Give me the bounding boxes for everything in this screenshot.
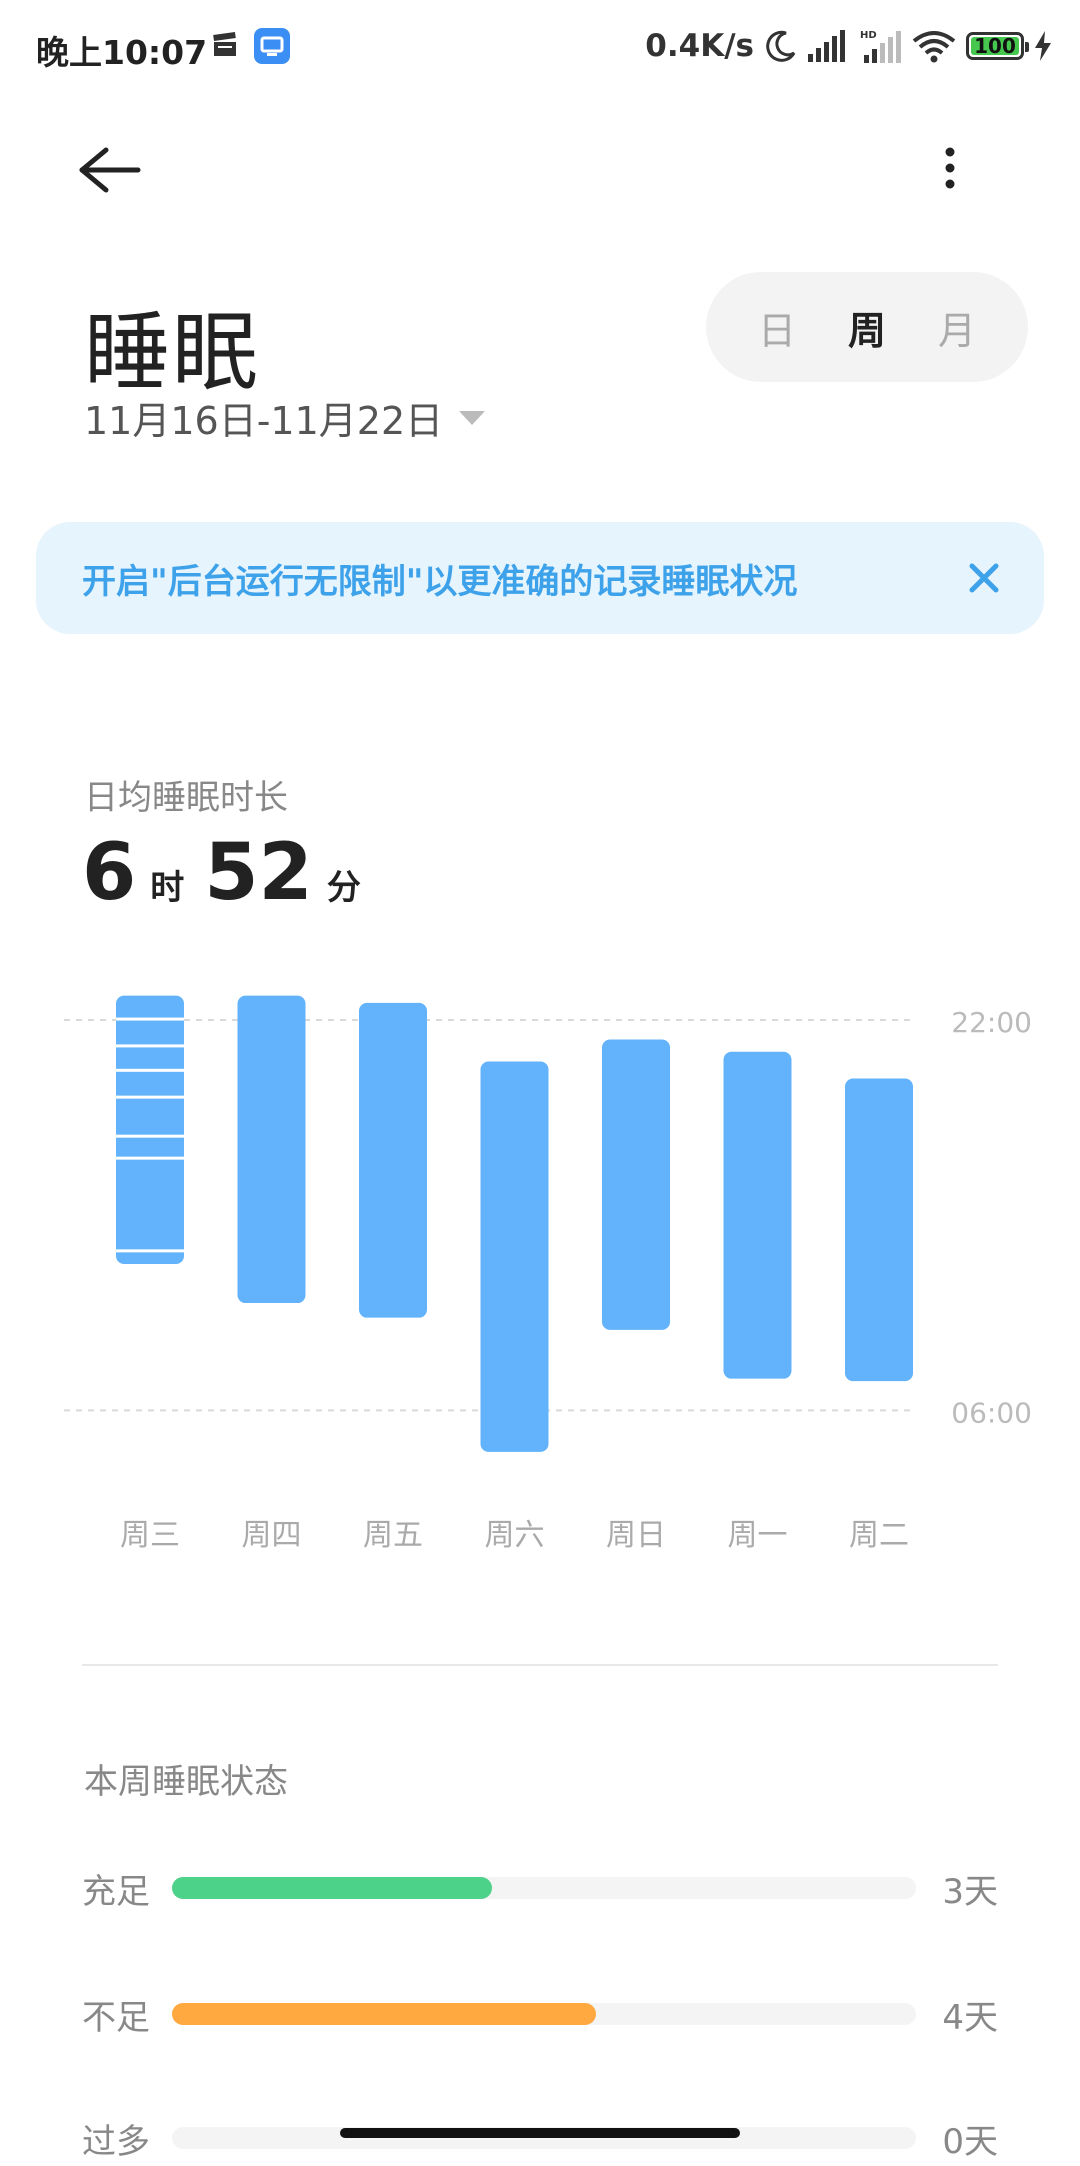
x-tick-label: 周六 [485, 1518, 545, 1553]
status-count: 4天 [942, 1997, 998, 2038]
sleep-bar[interactable] [116, 995, 184, 1264]
x-tick-label: 周五 [363, 1518, 423, 1553]
sleep-chart: 22:00 06:00 周三 周四 周五 周六 周日 周一 周二 [64, 995, 1032, 1553]
status-track [172, 2003, 916, 2025]
sleep-bar[interactable] [602, 1039, 670, 1330]
tab-day[interactable]: 日 [757, 308, 796, 353]
tab-month[interactable]: 月 [937, 308, 976, 353]
clapperboard-icon [213, 32, 236, 56]
moon-icon [766, 30, 796, 62]
home-indicator[interactable] [340, 2128, 740, 2138]
date-range-selector[interactable]: 11月16日-11月22日 [84, 390, 487, 445]
bar-segment-gap [116, 1134, 184, 1138]
status-label: 不足 [82, 1997, 150, 2038]
x-tick-label: 周四 [242, 1518, 302, 1553]
bar-segment-gap [116, 1068, 184, 1072]
sleep-bar[interactable] [237, 995, 306, 1304]
screen-cast-icon [254, 28, 290, 64]
divider [82, 1664, 998, 1666]
minutes-unit: 分 [326, 868, 361, 908]
bar-segment-gap [116, 1044, 184, 1048]
sleep-bar[interactable] [359, 1002, 427, 1318]
svg-text:HD: HD [860, 30, 877, 41]
average-minutes: 52 [204, 828, 313, 918]
hours-unit: 时 [150, 868, 185, 908]
status-track [172, 1877, 916, 1899]
back-button[interactable] [72, 140, 142, 200]
status-label: 充足 [82, 1871, 150, 1912]
page-title: 睡眠 [84, 303, 260, 403]
y-tick-label: 06:00 [951, 1396, 1032, 1429]
caret-down-icon [459, 410, 486, 425]
status-fill [172, 1877, 492, 1899]
date-range-label: 11月16日-11月22日 [84, 399, 444, 443]
status-time: 晚上10:07 [36, 33, 208, 72]
x-tick-label: 周一 [728, 1518, 788, 1553]
charging-icon [1035, 31, 1051, 61]
more-vertical-icon [945, 147, 955, 189]
close-icon[interactable] [964, 558, 1004, 598]
tab-week[interactable]: 周 [847, 308, 886, 353]
bar-segment-gap [116, 1249, 184, 1253]
net-speed: 0.4K/s [645, 28, 754, 64]
status-count: 0天 [942, 2121, 998, 2162]
bar-segment-gap [116, 1095, 184, 1099]
status-right: 0.4K/s HD 100 [645, 24, 1052, 68]
bar-segment-gap [116, 1017, 184, 1021]
battery-icon: 100 [966, 32, 1029, 60]
average-label: 日均睡眠时长 [84, 778, 288, 818]
status-label: 过多 [82, 2121, 150, 2162]
weekly-status-title: 本周睡眠状态 [84, 1762, 288, 1802]
x-tick-label: 周三 [120, 1518, 180, 1553]
average-value: 6 时 52 分 [82, 828, 381, 918]
banner-text: 开启"后台运行无限制"以更准确的记录睡眠状况 [82, 561, 798, 602]
battery-level: 100 [974, 34, 1016, 58]
x-tick-label: 周日 [606, 1518, 666, 1553]
bar-segment-gap [116, 1156, 184, 1160]
hd-signal-icon: HD [860, 30, 901, 63]
sleep-bar[interactable] [723, 1051, 792, 1379]
period-tabs: 日 周 月 [706, 272, 1028, 382]
arrow-left-icon [79, 147, 141, 193]
signal-icon [808, 30, 845, 62]
status-fill [172, 2003, 597, 2025]
x-tick-label: 周二 [849, 1518, 909, 1553]
sleep-bar[interactable] [845, 1078, 913, 1382]
status-row-insufficient: 不足 4天 [82, 1986, 998, 2042]
status-row-sufficient: 充足 3天 [82, 1860, 998, 1916]
wifi-icon [912, 31, 956, 63]
y-tick-label: 22:00 [951, 1006, 1032, 1039]
sleep-bar[interactable] [480, 1061, 549, 1452]
background-run-banner[interactable]: 开启"后台运行无限制"以更准确的记录睡眠状况 [36, 522, 1044, 634]
average-hours: 6 [82, 828, 137, 918]
more-button[interactable] [930, 140, 970, 200]
status-count: 3天 [942, 1871, 998, 1912]
